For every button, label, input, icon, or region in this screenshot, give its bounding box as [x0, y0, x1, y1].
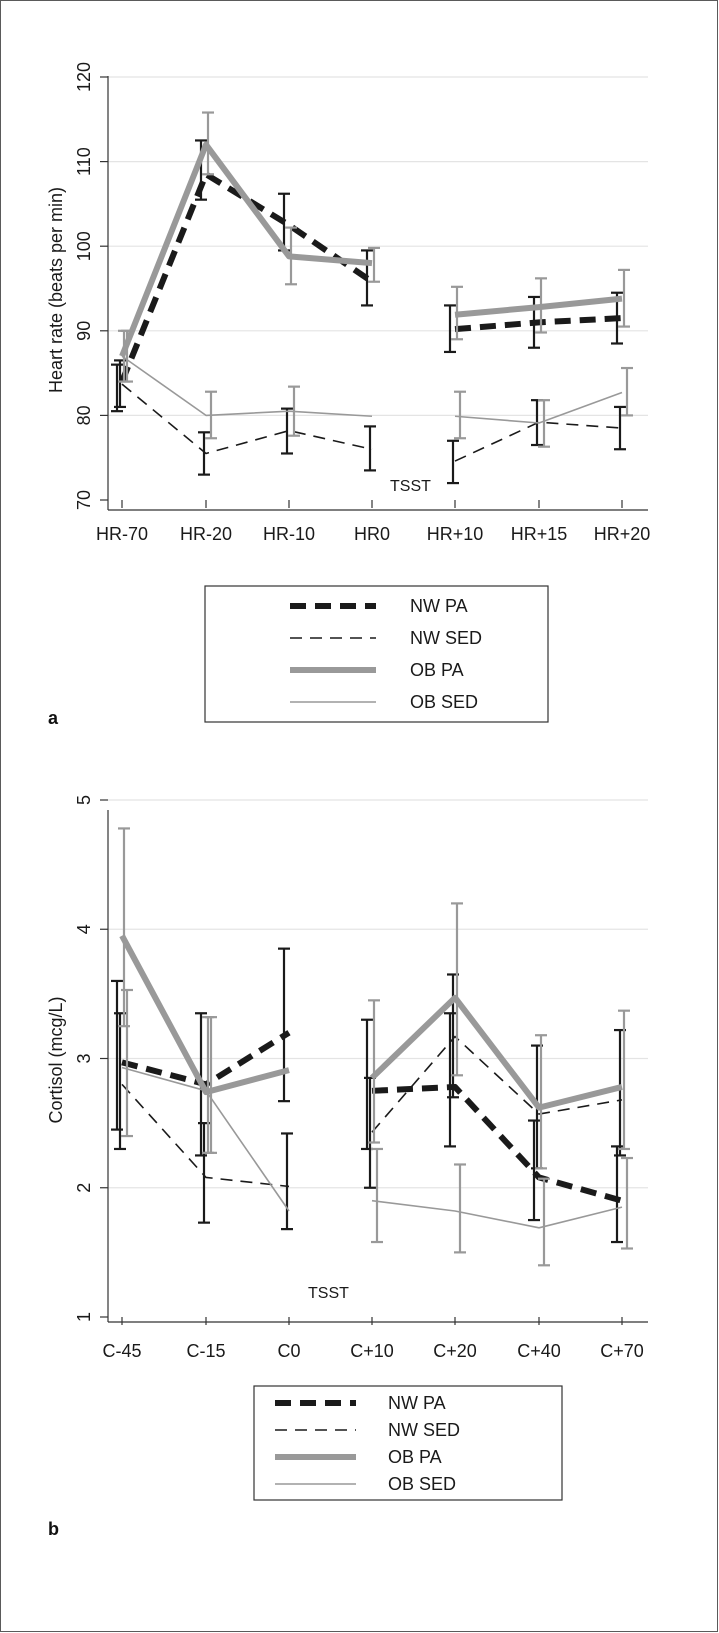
x-tick-label: HR0: [354, 524, 390, 544]
panel-a-x-ticks: HR-70 HR-20 HR-10 HR0 HR+10 HR+15 HR+20: [96, 500, 650, 544]
series-line: [121, 383, 373, 455]
y-tick-label: 70: [74, 490, 94, 510]
series-line: [371, 1083, 623, 1204]
legend-label: NW SED: [388, 1420, 460, 1440]
x-tick-label: C0: [277, 1341, 300, 1361]
panel-b-y-ticks: 1 2 3 4 5: [74, 795, 108, 1322]
x-tick-label: C-45: [102, 1341, 141, 1361]
x-tick-label: C+70: [600, 1341, 644, 1361]
series-nw-sed: [114, 973, 626, 1231]
series-line: [454, 421, 623, 462]
series-line: [121, 355, 373, 418]
panel-a-y-ticks: 70 80 90 100 110 120: [74, 62, 108, 510]
y-tick-label: 90: [74, 321, 94, 341]
series-line: [369, 994, 623, 1111]
series-line: [121, 1066, 290, 1212]
series-nw-pa: [111, 947, 623, 1244]
legend-label: OB SED: [410, 692, 478, 712]
y-tick-label: 4: [74, 924, 94, 934]
y-tick-label: 5: [74, 795, 94, 805]
x-tick-label: C-15: [186, 1341, 225, 1361]
panel-b-annotation-tsst: TSST: [308, 1285, 349, 1302]
y-tick-label: 3: [74, 1053, 94, 1063]
x-tick-label: HR-20: [180, 524, 232, 544]
panel-a-y-axis-title: Heart rate (beats per min): [46, 187, 66, 393]
series-ob-pa: [118, 827, 630, 1170]
legend-label: NW PA: [388, 1393, 446, 1413]
legend-label: NW SED: [410, 628, 482, 648]
x-tick-label: HR-10: [263, 524, 315, 544]
series-line: [371, 1199, 623, 1229]
series-line: [121, 1083, 290, 1188]
series-ob-sed: [121, 988, 633, 1267]
panel-b-series: [111, 827, 633, 1267]
y-tick-label: 100: [74, 231, 94, 261]
panel-a-series: [111, 111, 633, 485]
series-line: [454, 315, 623, 333]
panel-a-gridlines: [108, 76, 648, 416]
legend-label: OB SED: [388, 1474, 456, 1494]
y-tick-label: 110: [74, 147, 94, 176]
x-tick-label: HR+10: [427, 524, 484, 544]
x-tick-label: C+40: [517, 1341, 561, 1361]
x-tick-label: C+20: [433, 1341, 477, 1361]
series-ob-sed: [121, 329, 633, 448]
y-tick-label: 80: [74, 405, 94, 425]
series-nw-pa: [111, 139, 623, 413]
panel-a-legend-box: [204, 585, 549, 723]
panel-a-annotation-tsst: TSST: [390, 478, 431, 495]
panel-b-legend: NW PA NW SED OB PA OB SED: [275, 1393, 460, 1494]
y-tick-label: 1: [74, 1312, 94, 1322]
x-tick-label: C+10: [350, 1341, 394, 1361]
y-tick-label: 2: [74, 1183, 94, 1193]
panel-b-y-axis-title: Cortisol (mcg/L): [46, 996, 66, 1123]
panel-b-label: b: [48, 1519, 59, 1539]
legend-label: NW PA: [410, 596, 468, 616]
series-line: [454, 391, 623, 424]
panel-a-legend: NW PA NW SED OB PA OB SED: [290, 596, 482, 712]
legend-label: OB PA: [410, 660, 464, 680]
legend-label: OB PA: [388, 1447, 442, 1467]
series-ob-pa: [118, 111, 630, 383]
y-tick-label: 120: [74, 62, 94, 92]
series-line: [119, 141, 373, 358]
series-line: [119, 171, 374, 383]
panel-b-chart: 1 2 3 4 5 C-45 C-15 C0 C+10 C+20 C+40 C+70 Cortiso…: [46, 795, 648, 1539]
panel-b-gridlines: [108, 799, 648, 1189]
panel-b-x-ticks: C-45 C-15 C0 C+10 C+20 C+40 C+70: [102, 1317, 644, 1361]
x-tick-label: HR-70: [96, 524, 148, 544]
series-nw-sed: [114, 359, 626, 485]
x-tick-label: HR+20: [594, 524, 651, 544]
panel-a-label: a: [48, 708, 59, 728]
series-line: [121, 1030, 291, 1088]
series-line: [454, 295, 623, 318]
x-tick-label: HR+15: [511, 524, 568, 544]
series-line: [371, 1035, 623, 1133]
